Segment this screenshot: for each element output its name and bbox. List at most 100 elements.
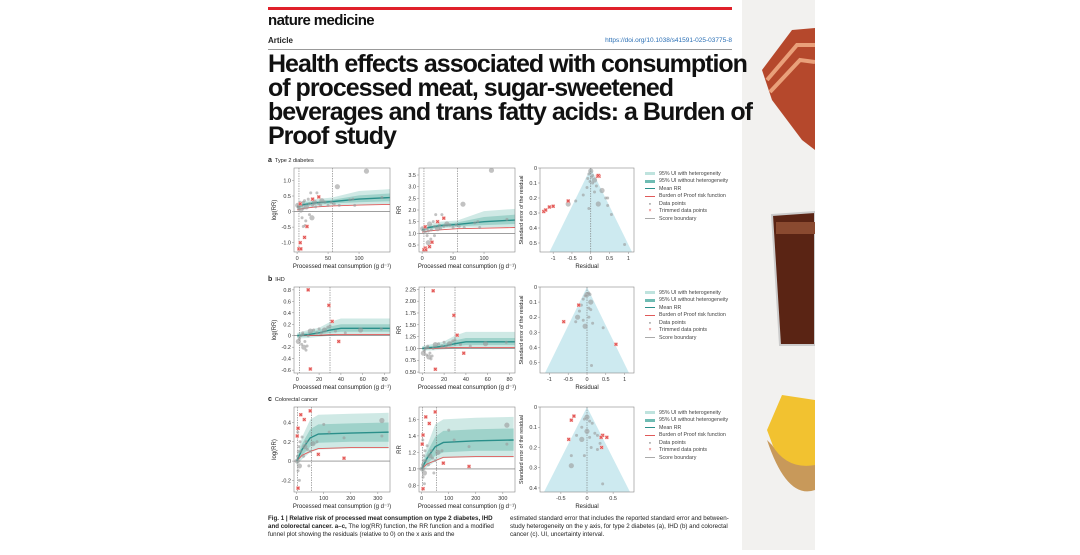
legend-item: Score boundary	[645, 454, 728, 462]
trimmed-marker	[551, 204, 555, 208]
x-tick-label: 0	[296, 377, 299, 383]
trimmed-marker	[299, 247, 303, 251]
data-point	[451, 226, 455, 229]
y-tick-label: 0	[534, 405, 537, 411]
trimmed-marker	[430, 240, 434, 244]
y-tick-label: 2.5	[408, 196, 416, 202]
row-label-a: a Type 2 diabetes	[268, 157, 314, 164]
trimmed-marker	[298, 241, 302, 245]
data-point	[425, 444, 429, 448]
data-point	[505, 442, 509, 446]
data-point	[440, 213, 444, 217]
ui-band-without-heterogeneity	[421, 428, 514, 471]
article-title: Health effects associated with consumpti…	[268, 52, 753, 149]
y-tick-label: 0.75	[405, 358, 416, 364]
data-point	[301, 344, 307, 350]
data-point	[421, 470, 428, 476]
funnel-region	[549, 168, 633, 252]
data-point	[595, 448, 599, 451]
y-tick-label: -0.5	[282, 225, 291, 231]
legend-swatch	[645, 218, 655, 220]
data-point	[585, 186, 589, 189]
data-point	[425, 234, 429, 238]
y-tick-label: -0.6	[282, 368, 291, 374]
y-tick-label: 1.4	[408, 434, 416, 440]
data-point	[599, 187, 605, 194]
x-tick-label: 20	[441, 377, 447, 383]
data-point	[448, 223, 452, 227]
y-tick-label: 0	[534, 285, 537, 291]
y-tick-label: 0.5	[283, 194, 291, 200]
chart-panel-b-rr: 0 20 40 60 80 0.50 0.75 1.00 1.25 1.50 1.75 2.00 2.2…	[397, 286, 516, 391]
data-point	[504, 422, 510, 428]
legend-swatch	[645, 188, 655, 190]
data-point	[379, 327, 383, 331]
data-point	[577, 309, 581, 313]
data-point	[337, 203, 341, 207]
data-point	[304, 348, 308, 352]
data-point	[294, 458, 300, 464]
data-point	[458, 343, 462, 347]
trimmed-marker	[544, 208, 548, 212]
y-tick-label: 0.4	[283, 311, 291, 317]
data-point	[447, 428, 451, 432]
data-point	[310, 441, 316, 447]
y-tick-label: 1.0	[283, 178, 291, 184]
legend-label: 95% UI without heterogeneity	[659, 417, 729, 424]
data-point	[587, 315, 591, 319]
data-point	[306, 448, 310, 451]
data-point	[305, 344, 309, 348]
doi-link[interactable]: https://doi.org/10.1038/s41591-025-03775…	[605, 37, 732, 44]
legend: 95% UI with heterogeneity 95% UI without …	[645, 170, 728, 223]
trimmed-marker	[423, 225, 427, 229]
data-point	[304, 219, 308, 223]
data-point	[468, 344, 472, 348]
legend-item: ● Data points	[645, 200, 728, 208]
data-point	[429, 357, 433, 361]
data-point	[348, 198, 352, 202]
y-tick-label: 0.3	[529, 330, 537, 336]
plot-area	[294, 407, 390, 492]
data-point	[422, 349, 426, 353]
axes-frame	[293, 167, 391, 253]
ui-band-without-heterogeneity	[297, 324, 390, 338]
x-tick-label: 60	[485, 377, 491, 383]
legend-swatch	[645, 434, 655, 436]
x-tick-label: 0	[295, 496, 298, 502]
data-point	[581, 297, 585, 301]
legend-label: Score boundary	[659, 454, 697, 461]
data-point	[588, 180, 592, 183]
data-point	[296, 469, 300, 473]
y-tick-label: -1.0	[282, 241, 291, 247]
data-point	[307, 464, 311, 468]
y-axis-label: log(RR)	[272, 320, 278, 341]
legend-swatch	[645, 298, 655, 302]
y-tick-label: 0.2	[529, 315, 537, 321]
data-point	[422, 482, 426, 486]
trimmed-marker	[308, 367, 312, 371]
y-tick-label: 0	[288, 210, 291, 216]
data-point	[590, 363, 594, 367]
data-point	[421, 475, 425, 479]
data-point	[437, 342, 441, 346]
data-point	[312, 328, 316, 332]
data-point	[297, 445, 301, 449]
trimmed-marker	[421, 433, 425, 437]
data-point	[594, 184, 598, 188]
x-axis-label: Residual	[575, 264, 598, 270]
x-tick-label: 0	[585, 377, 588, 383]
data-point	[431, 220, 435, 224]
data-point	[588, 435, 592, 439]
legend: 95% UI with heterogeneity 95% UI without …	[645, 409, 728, 462]
legend-label: Burden of Proof risk function	[659, 312, 726, 319]
legend-swatch: ●	[648, 440, 652, 446]
data-point	[440, 344, 444, 348]
data-point	[327, 430, 331, 434]
data-point	[303, 339, 307, 343]
x-tick-label: 200	[346, 496, 355, 502]
x-tick-label: 0	[585, 496, 588, 502]
data-point	[587, 207, 591, 210]
trimmed-marker	[306, 288, 310, 292]
data-point	[380, 196, 384, 200]
fries-basket-icon	[767, 395, 815, 492]
